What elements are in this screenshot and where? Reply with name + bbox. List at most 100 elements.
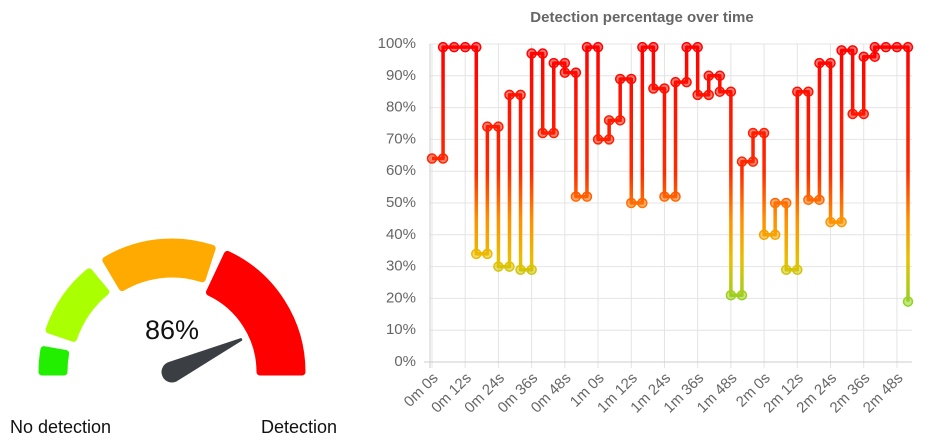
data-point bbox=[482, 248, 493, 260]
data-point bbox=[747, 156, 759, 167]
data-point bbox=[504, 89, 515, 101]
data-point bbox=[792, 264, 803, 276]
data-point bbox=[603, 115, 615, 126]
data-point bbox=[548, 57, 560, 69]
data-point bbox=[803, 86, 814, 97]
y-tick-label: 30% bbox=[386, 258, 416, 275]
data-point bbox=[426, 153, 438, 164]
data-point bbox=[692, 89, 703, 101]
data-point bbox=[847, 108, 858, 120]
data-point bbox=[537, 127, 548, 139]
data-point bbox=[592, 41, 604, 53]
data-point bbox=[659, 83, 670, 94]
y-tick-label: 100% bbox=[378, 35, 416, 52]
data-point bbox=[792, 86, 803, 97]
gauge-band bbox=[45, 268, 110, 342]
data-point bbox=[703, 70, 714, 82]
data-point bbox=[780, 197, 792, 209]
data-point bbox=[459, 41, 471, 53]
data-point bbox=[803, 194, 814, 206]
data-point bbox=[880, 41, 892, 53]
gauge-band bbox=[205, 250, 306, 376]
data-point bbox=[814, 57, 825, 69]
data-point bbox=[437, 153, 449, 164]
y-tick-label: 0% bbox=[394, 353, 416, 370]
data-point bbox=[869, 41, 881, 53]
data-point bbox=[614, 73, 626, 85]
data-point bbox=[758, 127, 770, 139]
data-point bbox=[670, 191, 681, 202]
data-point bbox=[637, 197, 648, 209]
data-point bbox=[637, 41, 648, 53]
data-point bbox=[670, 76, 681, 88]
data-point bbox=[836, 216, 847, 228]
data-point bbox=[858, 108, 869, 120]
y-tick-label: 70% bbox=[386, 130, 416, 147]
data-point bbox=[448, 41, 460, 53]
data-point bbox=[648, 41, 659, 53]
data-point bbox=[559, 57, 571, 69]
data-point bbox=[681, 41, 692, 53]
data-point bbox=[902, 296, 914, 307]
data-point bbox=[548, 127, 560, 139]
data-point bbox=[769, 229, 781, 241]
data-point bbox=[515, 264, 526, 276]
data-point bbox=[526, 264, 537, 276]
gauge-max-label: Detection bbox=[261, 417, 337, 437]
data-point bbox=[648, 83, 659, 94]
data-point bbox=[659, 191, 670, 202]
data-line bbox=[432, 45, 910, 302]
data-point bbox=[725, 86, 737, 97]
chart-title: Detection percentage over time bbox=[530, 9, 753, 26]
data-point bbox=[692, 41, 703, 53]
data-point bbox=[836, 45, 847, 56]
data-point bbox=[493, 261, 504, 272]
data-point bbox=[747, 127, 759, 139]
y-tick-label: 20% bbox=[386, 289, 416, 306]
gauge-needle bbox=[161, 338, 243, 383]
data-point bbox=[703, 89, 714, 101]
gauge-band bbox=[102, 238, 216, 292]
data-point bbox=[482, 121, 493, 132]
data-point bbox=[725, 289, 737, 301]
y-tick-label: 40% bbox=[386, 226, 416, 243]
data-point bbox=[891, 41, 903, 53]
data-point bbox=[714, 70, 726, 82]
data-point bbox=[537, 48, 548, 59]
data-point bbox=[614, 115, 626, 126]
data-point bbox=[437, 41, 449, 53]
data-point bbox=[736, 289, 748, 301]
data-point bbox=[758, 229, 770, 241]
data-point bbox=[592, 134, 604, 145]
data-point bbox=[570, 67, 582, 78]
y-tick-label: 80% bbox=[386, 99, 416, 116]
data-point bbox=[714, 86, 726, 97]
data-point bbox=[858, 51, 869, 62]
gauge-band bbox=[38, 346, 70, 376]
data-point bbox=[471, 41, 482, 53]
data-point bbox=[780, 264, 792, 276]
gauge-value: 86% bbox=[145, 315, 199, 345]
data-point bbox=[570, 191, 582, 202]
y-tick-label: 60% bbox=[386, 162, 416, 179]
y-tick-label: 90% bbox=[386, 67, 416, 84]
data-point bbox=[825, 216, 836, 228]
data-point bbox=[526, 48, 537, 59]
gauge-min-label: No detection bbox=[10, 417, 111, 437]
data-point bbox=[581, 41, 593, 53]
data-point bbox=[902, 41, 914, 53]
data-point bbox=[603, 134, 615, 145]
data-point bbox=[869, 51, 881, 62]
data-point bbox=[626, 197, 637, 209]
data-point bbox=[681, 76, 692, 88]
data-point bbox=[471, 248, 482, 260]
data-point bbox=[736, 156, 748, 167]
data-point bbox=[559, 67, 571, 78]
y-tick-label: 10% bbox=[386, 321, 416, 338]
data-point bbox=[825, 57, 836, 69]
data-point bbox=[626, 73, 637, 85]
data-point bbox=[847, 45, 858, 56]
y-tick-label: 50% bbox=[386, 194, 416, 211]
